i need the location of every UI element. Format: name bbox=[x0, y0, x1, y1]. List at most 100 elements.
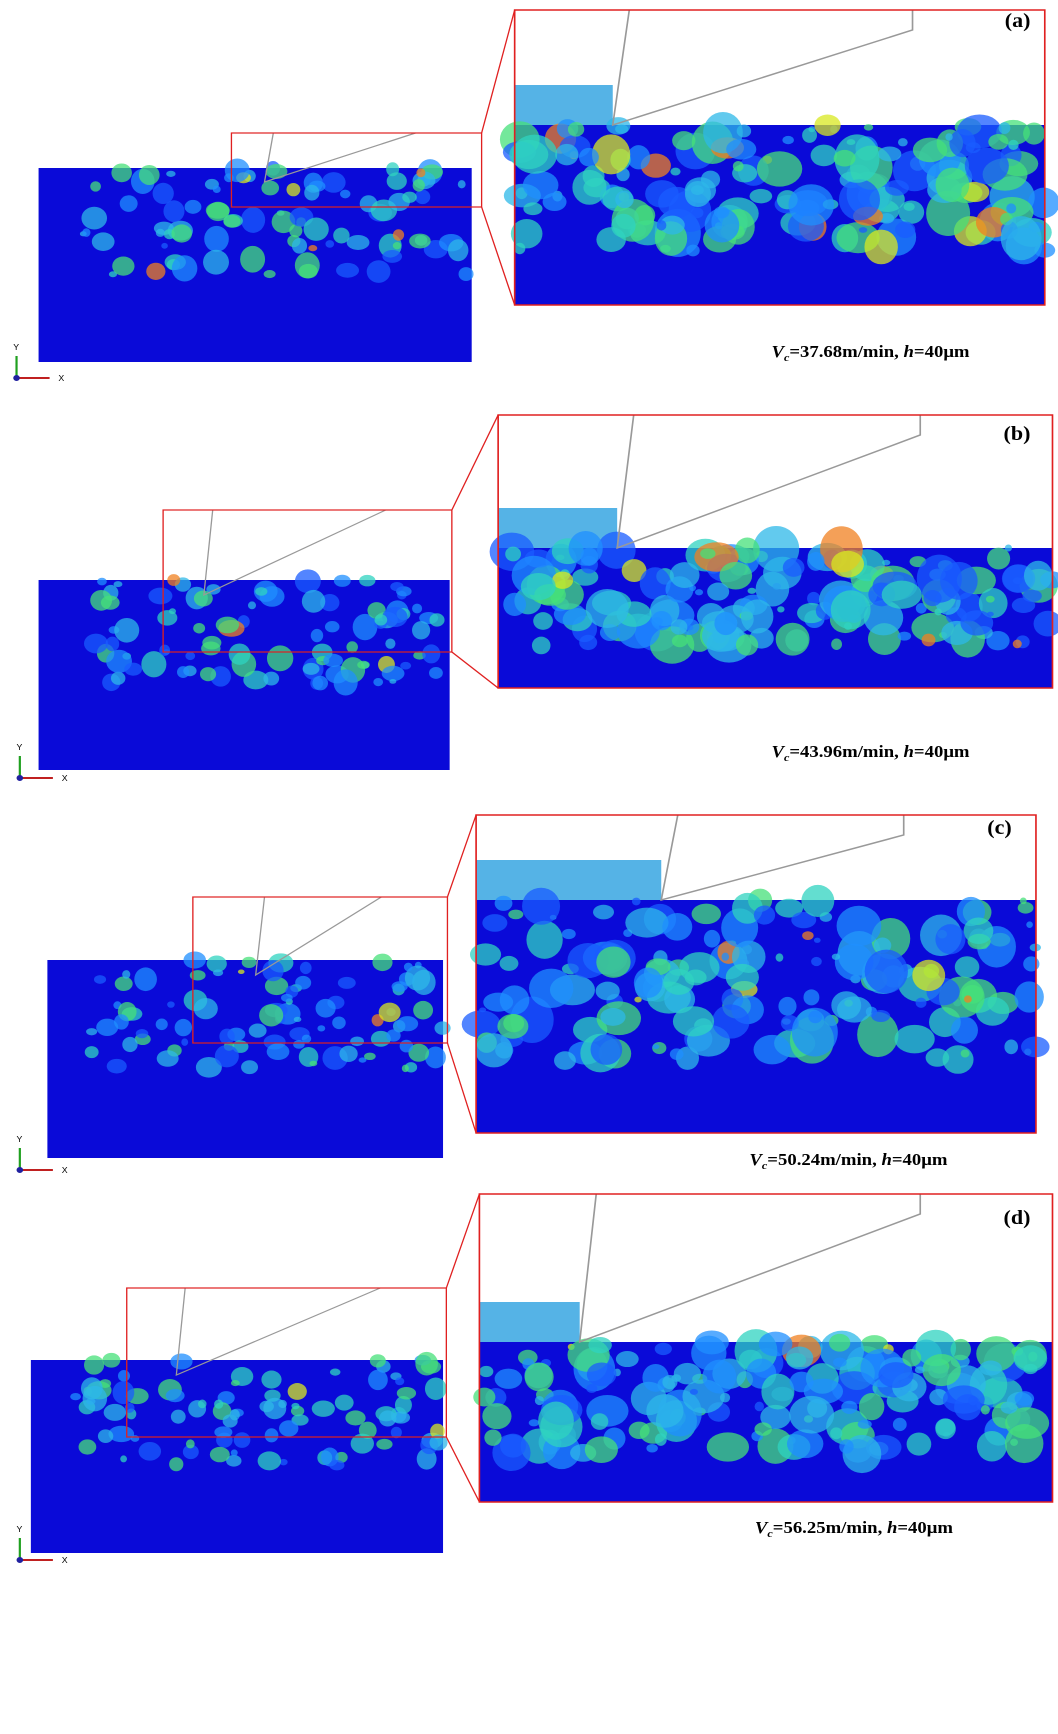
grain bbox=[986, 596, 995, 603]
grain bbox=[965, 148, 1009, 184]
grain bbox=[778, 997, 796, 1016]
caption-depth-symbol: h bbox=[881, 1150, 891, 1169]
grain bbox=[267, 1043, 290, 1060]
grain bbox=[707, 1432, 749, 1461]
grain bbox=[735, 537, 760, 563]
grain bbox=[864, 230, 897, 265]
grain bbox=[397, 1387, 416, 1399]
grain bbox=[402, 1065, 409, 1072]
grain bbox=[776, 623, 810, 656]
grain bbox=[596, 946, 630, 977]
grain bbox=[1005, 1424, 1043, 1463]
grain bbox=[386, 162, 399, 176]
grain bbox=[833, 1357, 847, 1367]
grain bbox=[789, 184, 834, 225]
grain bbox=[169, 1457, 183, 1471]
grain bbox=[1023, 590, 1042, 603]
zoom-connector bbox=[482, 10, 515, 133]
grain bbox=[316, 999, 336, 1018]
grain bbox=[1014, 1345, 1048, 1372]
caption-depth: =40μm bbox=[914, 742, 970, 761]
grain bbox=[714, 206, 729, 218]
grain bbox=[114, 1014, 129, 1029]
grain bbox=[98, 1429, 113, 1443]
grain bbox=[177, 666, 189, 678]
grain bbox=[194, 591, 213, 607]
grain bbox=[156, 1019, 168, 1031]
grain bbox=[181, 1038, 188, 1045]
grain bbox=[495, 896, 513, 911]
grain bbox=[167, 1001, 175, 1007]
caption-depth-symbol: h bbox=[904, 342, 914, 361]
grain bbox=[902, 1349, 921, 1366]
grain bbox=[878, 1362, 913, 1388]
grain bbox=[865, 950, 908, 994]
grain bbox=[82, 228, 90, 237]
grain bbox=[198, 1400, 207, 1409]
grain bbox=[170, 1353, 192, 1369]
grain bbox=[409, 234, 431, 249]
grain bbox=[200, 667, 216, 681]
grain bbox=[412, 604, 422, 614]
grain bbox=[968, 1396, 977, 1406]
grain bbox=[370, 1354, 386, 1367]
grain bbox=[1015, 981, 1044, 1012]
grain bbox=[960, 610, 993, 635]
grain bbox=[345, 1410, 365, 1425]
grain bbox=[943, 1045, 974, 1073]
grain bbox=[754, 1422, 771, 1435]
grain bbox=[482, 914, 507, 932]
grain bbox=[922, 1354, 961, 1386]
grain bbox=[685, 181, 711, 207]
zoom-connector bbox=[452, 415, 498, 510]
grain bbox=[97, 578, 107, 586]
grain bbox=[741, 599, 773, 633]
grain bbox=[413, 1001, 433, 1020]
grain bbox=[951, 1017, 978, 1044]
grain bbox=[390, 582, 403, 591]
grain bbox=[334, 575, 351, 587]
grain bbox=[122, 970, 130, 979]
grain bbox=[943, 1385, 985, 1413]
grain bbox=[412, 621, 430, 639]
grain bbox=[655, 1343, 672, 1355]
grain bbox=[596, 982, 620, 1001]
grain bbox=[264, 270, 276, 278]
grain bbox=[871, 1010, 890, 1022]
grain bbox=[662, 913, 692, 941]
grain bbox=[913, 138, 947, 163]
grain bbox=[70, 1393, 81, 1400]
grain bbox=[266, 164, 288, 179]
grain bbox=[587, 1363, 617, 1387]
grain bbox=[1013, 640, 1022, 649]
grain bbox=[700, 548, 715, 559]
grain bbox=[265, 1428, 279, 1442]
grain bbox=[912, 960, 945, 991]
grain bbox=[157, 610, 177, 626]
grain bbox=[167, 574, 180, 586]
grain bbox=[726, 964, 759, 991]
grain bbox=[230, 1409, 240, 1420]
grain bbox=[114, 618, 139, 643]
grain bbox=[416, 168, 425, 177]
grain bbox=[216, 617, 239, 634]
grain bbox=[673, 1006, 714, 1036]
grain bbox=[400, 662, 411, 670]
axis-x-label: X bbox=[58, 373, 64, 383]
grain bbox=[79, 1439, 97, 1454]
grain bbox=[458, 180, 466, 188]
grain bbox=[526, 921, 562, 959]
grain bbox=[389, 679, 396, 684]
caption-depth: =40μm bbox=[897, 1518, 953, 1537]
caption-speed: =43.96m/min, bbox=[789, 742, 903, 761]
grain bbox=[720, 1393, 730, 1403]
grain bbox=[1024, 561, 1052, 591]
grain bbox=[249, 1024, 267, 1038]
grain bbox=[885, 180, 909, 196]
grain bbox=[395, 1377, 404, 1385]
grain bbox=[429, 667, 443, 679]
zoom-connector bbox=[446, 1437, 479, 1502]
grain bbox=[529, 969, 573, 1008]
grain bbox=[841, 1401, 857, 1414]
grain bbox=[294, 1017, 302, 1022]
